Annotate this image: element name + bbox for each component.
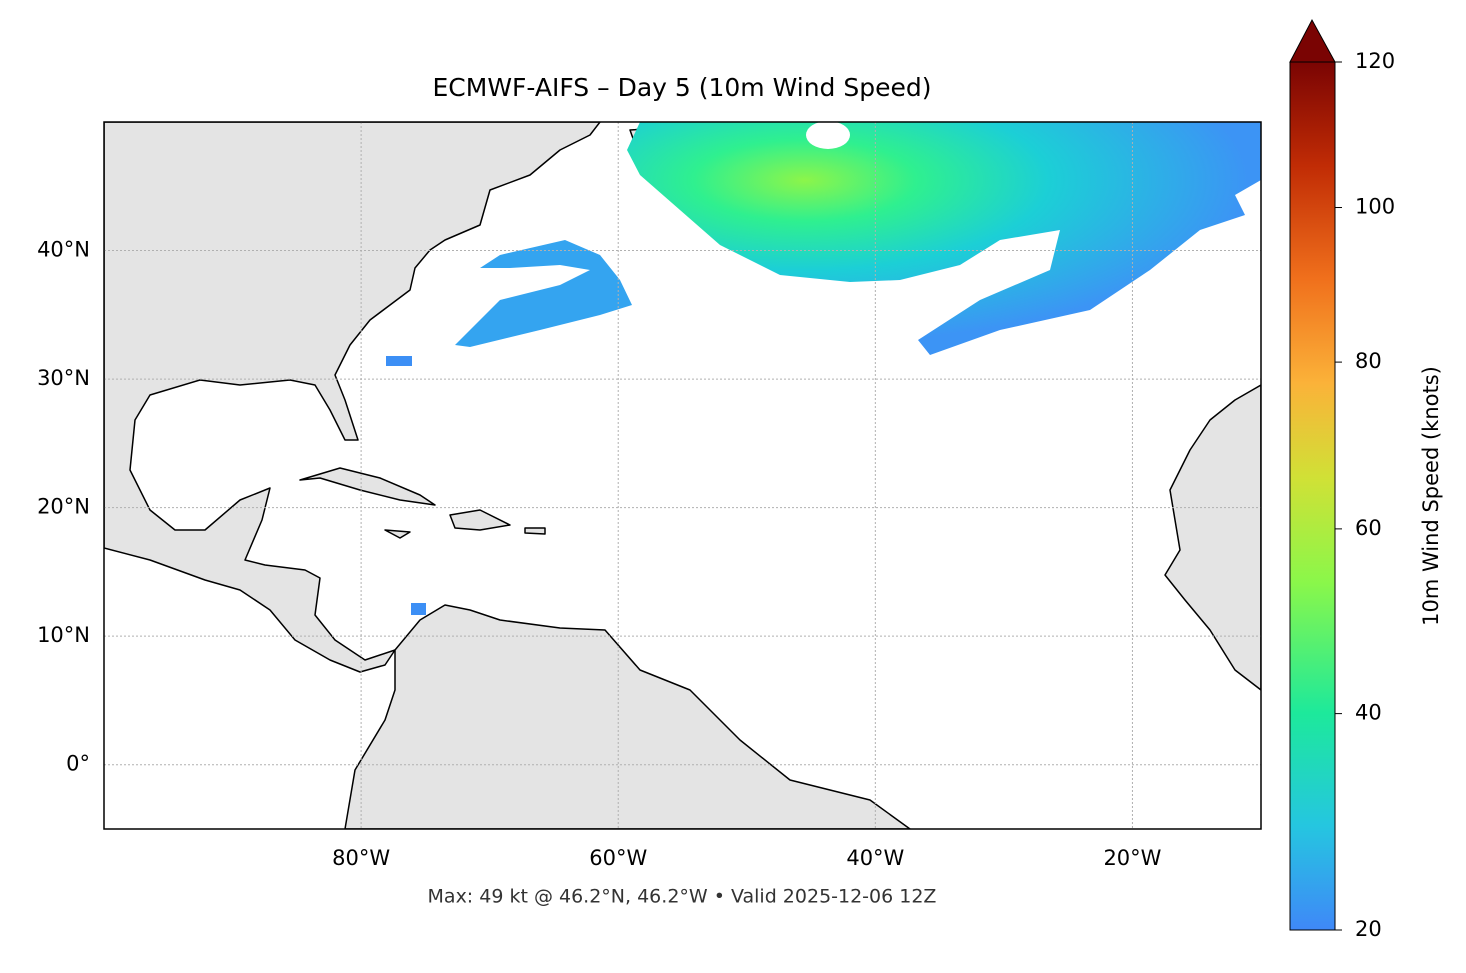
y-tick-label: 0° xyxy=(66,752,90,776)
puerto-rico xyxy=(524,527,546,535)
grid xyxy=(104,122,1261,829)
y-tick-label: 40°N xyxy=(37,238,90,262)
colorbar-tick-label: 60 xyxy=(1355,516,1382,540)
x-tick-label: 80°W xyxy=(332,846,390,870)
colorbar-extend xyxy=(1289,18,1336,63)
map-frame xyxy=(103,121,1262,830)
colorbar-tick-label: 40 xyxy=(1355,701,1382,725)
cuba xyxy=(299,467,436,506)
africa xyxy=(1164,384,1261,691)
map xyxy=(104,122,1261,829)
chart-title: ECMWF-AIFS – Day 5 (10m Wind Speed) xyxy=(433,73,932,102)
caption: Max: 49 kt @ 46.2°N, 46.2°W • Valid 2025… xyxy=(428,886,937,908)
x-tick-label: 60°W xyxy=(589,846,647,870)
colorbar-tick-label: 20 xyxy=(1355,917,1382,941)
hispaniola xyxy=(449,509,511,531)
wind-field xyxy=(411,603,426,615)
colorbar-tick-label: 80 xyxy=(1355,349,1382,373)
y-tick-label: 30°N xyxy=(37,366,90,390)
colorbar-tick-label: 120 xyxy=(1355,49,1395,73)
wind-gap xyxy=(806,122,850,149)
wind-field xyxy=(455,240,632,347)
north-america xyxy=(104,122,601,673)
colorbar-tick-label: 100 xyxy=(1355,195,1395,219)
y-tick-label: 20°N xyxy=(37,495,90,519)
x-tick-label: 40°W xyxy=(846,846,904,870)
south-america xyxy=(344,604,911,829)
colorbar-label: 10m Wind Speed (knots) xyxy=(1419,366,1443,626)
y-tick-label: 10°N xyxy=(37,623,90,647)
jamaica xyxy=(384,529,411,539)
wind-field xyxy=(627,122,1261,355)
x-tick-label: 20°W xyxy=(1103,846,1161,870)
wind-field xyxy=(386,356,412,366)
colorbar xyxy=(1289,61,1336,931)
